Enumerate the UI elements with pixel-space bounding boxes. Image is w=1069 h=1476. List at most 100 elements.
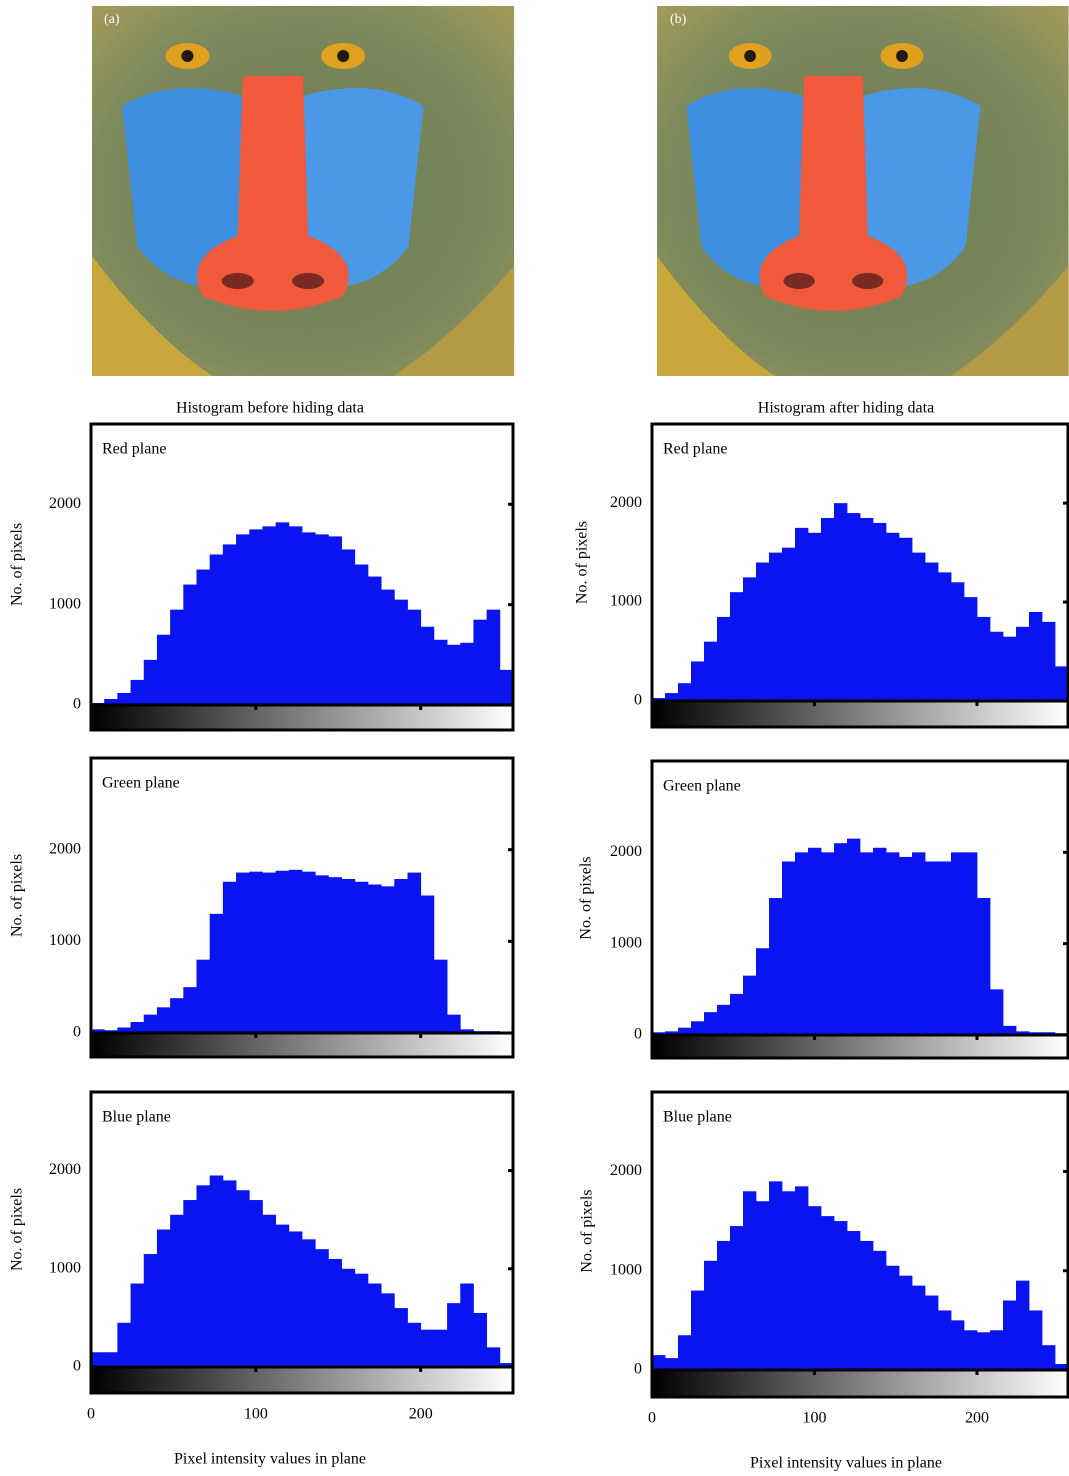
histogram-bar bbox=[821, 517, 835, 701]
histogram-bar bbox=[143, 1254, 158, 1367]
histogram-bar bbox=[912, 552, 926, 701]
histogram-bar bbox=[262, 1214, 277, 1367]
histogram-bar bbox=[249, 529, 263, 705]
histogram-bar bbox=[433, 959, 448, 1033]
histogram-bar bbox=[756, 1201, 770, 1370]
histogram-bar bbox=[249, 871, 263, 1033]
histogram-bar bbox=[678, 1335, 692, 1370]
image-label: (a) bbox=[104, 12, 120, 27]
histogram-bar bbox=[209, 554, 224, 705]
histogram-bar bbox=[170, 998, 184, 1033]
histogram-bar bbox=[990, 631, 1004, 701]
histogram-bar bbox=[860, 852, 874, 1035]
histogram-bar bbox=[183, 1200, 197, 1367]
y-tick-label: 1000 bbox=[610, 593, 642, 610]
histogram-bar bbox=[873, 522, 887, 701]
histogram-bar bbox=[665, 1358, 679, 1370]
panel-label: Blue plane bbox=[102, 1109, 171, 1126]
histogram-bar bbox=[222, 544, 237, 705]
panel-label: Red plane bbox=[663, 441, 727, 458]
histogram-bar bbox=[977, 1332, 991, 1370]
histogram-bar bbox=[743, 577, 757, 701]
histogram-bar bbox=[341, 549, 356, 705]
image-b bbox=[657, 6, 1069, 376]
x-tick-label: 100 bbox=[803, 1410, 827, 1427]
histogram-bar bbox=[951, 1320, 965, 1370]
histogram-bar bbox=[964, 597, 978, 701]
image-label: (b) bbox=[670, 12, 687, 27]
histogram-bar bbox=[499, 669, 514, 705]
histogram-bar bbox=[447, 644, 461, 705]
histogram-bar bbox=[769, 552, 783, 701]
histogram-bar bbox=[912, 1285, 926, 1370]
histogram-bar bbox=[938, 861, 952, 1035]
histogram-bar bbox=[460, 1283, 474, 1367]
histogram-bar bbox=[420, 626, 435, 705]
plot-frame bbox=[89, 756, 515, 1035]
histogram-bar bbox=[407, 1322, 422, 1367]
histogram-bar bbox=[782, 1191, 796, 1370]
histogram-bar bbox=[886, 852, 900, 1035]
histogram-bar bbox=[717, 1240, 731, 1370]
x-tick-label: 100 bbox=[244, 1406, 268, 1423]
column-title: Histogram after hiding data bbox=[758, 400, 934, 417]
y-tick-label: 0 bbox=[634, 1026, 642, 1043]
histogram-bar bbox=[860, 1240, 874, 1370]
histogram-bar bbox=[341, 879, 356, 1033]
histogram-bar bbox=[236, 534, 250, 705]
histogram-bar bbox=[756, 948, 770, 1035]
histogram-bar bbox=[447, 1014, 461, 1033]
histogram-bar bbox=[196, 569, 211, 705]
histogram-bar bbox=[860, 517, 874, 701]
histogram-bar bbox=[977, 616, 991, 701]
histogram-bar bbox=[1029, 611, 1043, 701]
histogram-bar bbox=[222, 881, 237, 1033]
image-a bbox=[92, 6, 515, 376]
histogram-bar bbox=[704, 1012, 718, 1035]
histogram-bar bbox=[717, 616, 731, 701]
panel-label: Green plane bbox=[663, 778, 741, 795]
panel-label: Red plane bbox=[102, 441, 166, 458]
histogram-bar bbox=[183, 987, 197, 1033]
histogram-bar bbox=[704, 1260, 718, 1370]
y-tick-label: 1000 bbox=[610, 1261, 642, 1278]
y-tick-label: 2000 bbox=[49, 840, 81, 857]
histogram-bar bbox=[665, 1031, 679, 1035]
histogram-bar bbox=[104, 698, 118, 705]
plot-frame bbox=[650, 1090, 1069, 1372]
x-tick-label: 200 bbox=[409, 1406, 433, 1423]
histogram-bar bbox=[394, 879, 408, 1033]
x-axis-label: Pixel intensity values in plane bbox=[174, 1451, 366, 1468]
histogram-bar bbox=[1003, 636, 1017, 701]
histogram-bar bbox=[143, 659, 158, 705]
histogram-bar bbox=[328, 536, 342, 705]
histogram-bar bbox=[925, 562, 939, 701]
histogram-bar bbox=[1029, 1310, 1043, 1370]
x-tick-label: 0 bbox=[87, 1406, 95, 1423]
histogram-bar bbox=[222, 1180, 237, 1367]
histogram-bar bbox=[1016, 1031, 1030, 1035]
histogram-bar bbox=[433, 639, 448, 705]
histogram-bar bbox=[288, 869, 303, 1033]
histogram-bar bbox=[275, 870, 290, 1033]
x-tick-label: 0 bbox=[648, 1410, 656, 1427]
plot-frame bbox=[89, 422, 515, 707]
histogram-bar bbox=[354, 564, 369, 705]
histogram-bar bbox=[847, 513, 861, 701]
histogram-bar bbox=[873, 847, 887, 1035]
histogram-bar bbox=[367, 1283, 382, 1367]
histogram-bar bbox=[130, 679, 145, 705]
histogram-bar bbox=[394, 1308, 408, 1367]
histogram-bar bbox=[730, 993, 744, 1035]
histogram-bar bbox=[743, 975, 757, 1035]
histogram-bar bbox=[288, 1231, 303, 1367]
histogram-bar bbox=[1003, 1300, 1017, 1370]
intensity-strip bbox=[89, 1365, 515, 1395]
histogram-bar bbox=[473, 619, 488, 705]
y-axis-label: No. of pixels bbox=[578, 856, 595, 939]
y-tick-label: 0 bbox=[73, 1024, 81, 1041]
histogram-bar bbox=[341, 1268, 356, 1367]
histogram-bar bbox=[156, 634, 171, 705]
y-tick-label: 2000 bbox=[49, 495, 81, 512]
